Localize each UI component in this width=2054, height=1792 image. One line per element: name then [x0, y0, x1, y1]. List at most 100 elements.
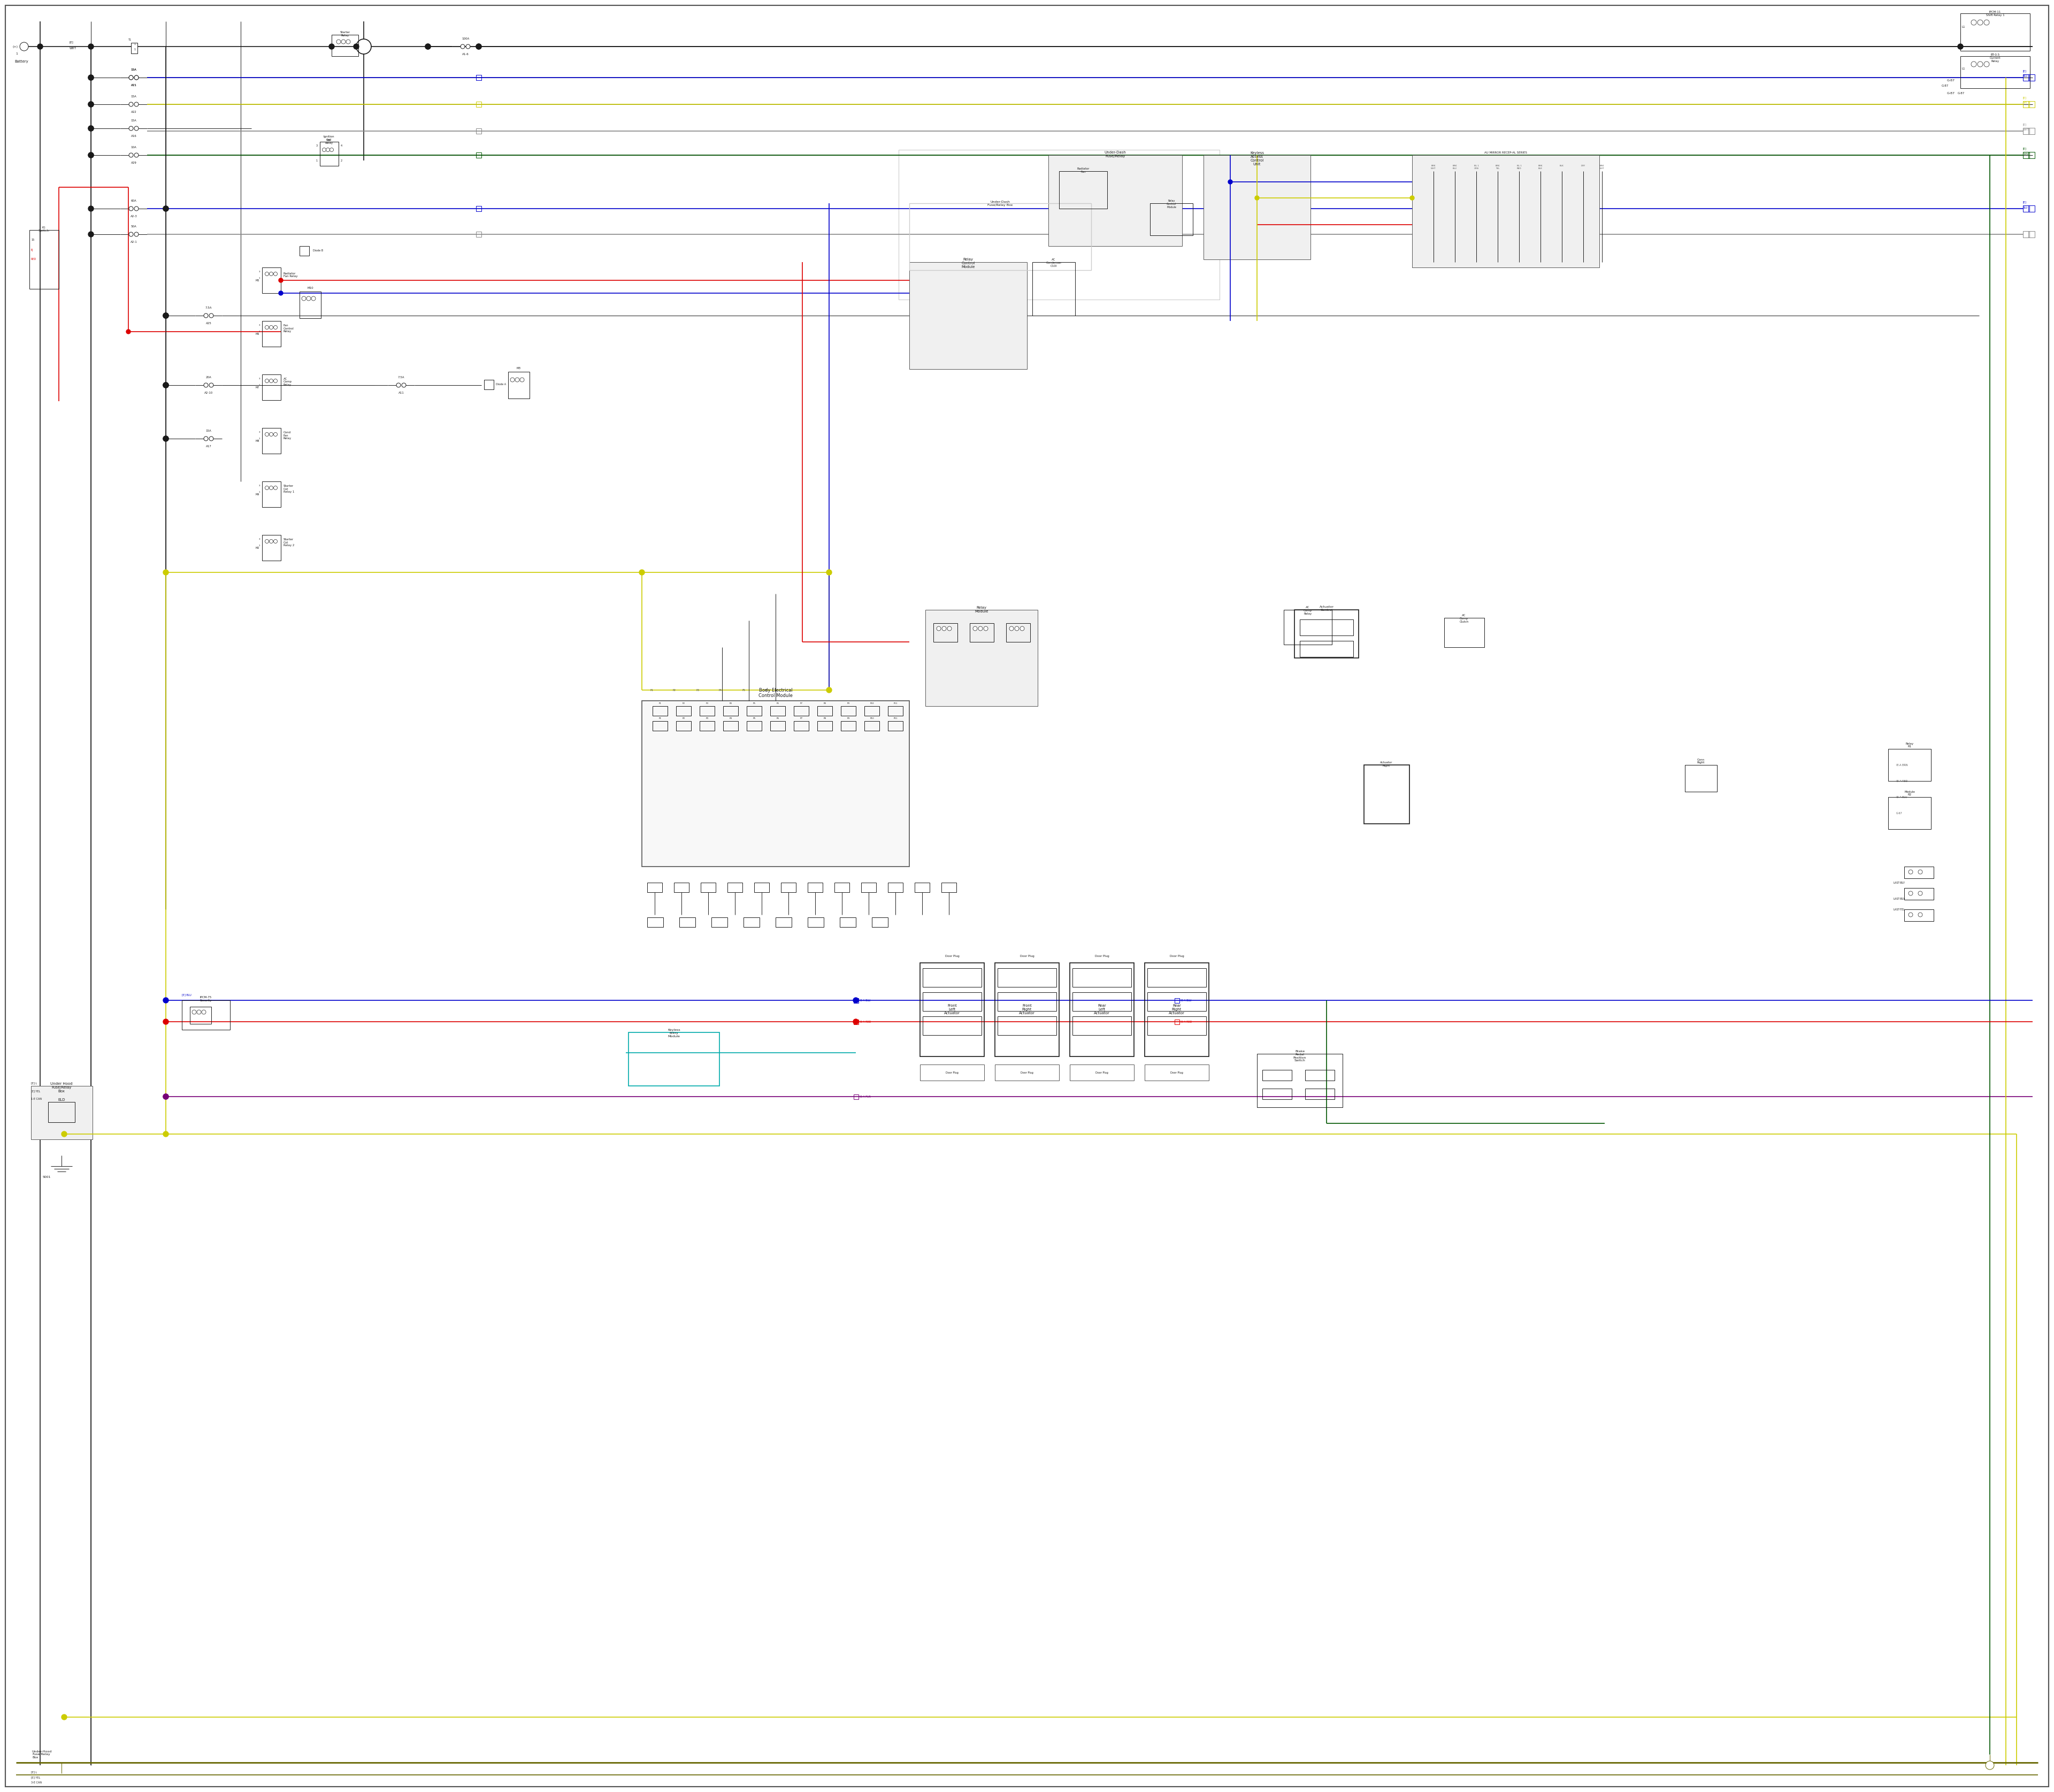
Text: [E]: [E]: [2023, 201, 2027, 204]
Bar: [914, 883, 930, 892]
Bar: [1364, 765, 1409, 824]
Text: IE-A PUR: IE-A PUR: [859, 1095, 871, 1098]
Bar: [680, 918, 696, 926]
Circle shape: [273, 326, 277, 330]
Text: 50A: 50A: [131, 226, 138, 228]
Bar: [994, 1064, 1060, 1081]
Circle shape: [852, 998, 859, 1004]
Circle shape: [947, 627, 951, 631]
Text: BLU: BLU: [2023, 206, 2027, 210]
Circle shape: [269, 539, 273, 543]
Circle shape: [826, 570, 832, 575]
Bar: [748, 720, 762, 731]
Circle shape: [1908, 869, 1912, 874]
Text: 3-E CAN: 3-E CAN: [31, 1781, 41, 1785]
Circle shape: [129, 75, 134, 79]
Circle shape: [269, 272, 273, 276]
Bar: [2023, 206, 2029, 211]
Text: A2-3: A2-3: [129, 215, 138, 217]
Text: [E]: [E]: [2023, 70, 2027, 72]
Bar: [263, 321, 281, 346]
Text: BRK
YEL: BRK YEL: [1495, 165, 1499, 170]
Text: G-67: G-67: [1896, 812, 1902, 814]
Circle shape: [162, 998, 168, 1004]
Circle shape: [129, 206, 134, 211]
Bar: [477, 152, 481, 158]
Text: P3: P3: [707, 717, 709, 719]
Text: 15A: 15A: [131, 95, 138, 99]
Text: [E]: [E]: [2023, 97, 2027, 99]
Bar: [723, 720, 737, 731]
Circle shape: [129, 102, 134, 106]
Text: Under-Dash
Fuse/Relay Box: Under-Dash Fuse/Relay Box: [988, 201, 1013, 206]
Text: 7.5A: 7.5A: [398, 376, 405, 378]
Bar: [711, 918, 727, 926]
Circle shape: [1984, 20, 1988, 25]
Text: AC
Condenser
C10I: AC Condenser C10I: [1045, 258, 1062, 267]
Bar: [748, 706, 762, 715]
Text: P2: P2: [674, 688, 676, 692]
Circle shape: [1228, 179, 1232, 185]
Circle shape: [937, 627, 941, 631]
Text: BRK
BLU: BRK BLU: [1452, 165, 1456, 170]
Text: Brake
Pedal
Position
Switch: Brake Pedal Position Switch: [1294, 1050, 1306, 1063]
Circle shape: [1255, 195, 1259, 201]
Text: AC
Comp
Relay: AC Comp Relay: [1304, 606, 1313, 615]
Text: 20A: 20A: [205, 376, 212, 378]
Bar: [1263, 1088, 1292, 1098]
Bar: [485, 380, 493, 389]
Bar: [854, 998, 859, 1004]
Bar: [994, 962, 1060, 1057]
Circle shape: [1009, 627, 1013, 631]
Bar: [861, 883, 877, 892]
Text: Fan
Control
Relay: Fan Control Relay: [283, 324, 294, 333]
Text: EJ: EJ: [31, 249, 33, 251]
Bar: [263, 482, 281, 507]
Text: A21: A21: [131, 84, 138, 86]
Circle shape: [134, 206, 138, 211]
Circle shape: [1972, 20, 1976, 25]
Text: P10: P10: [869, 717, 873, 719]
Bar: [1175, 1020, 1179, 1025]
Circle shape: [162, 1020, 168, 1025]
Circle shape: [134, 152, 138, 158]
Text: P1: P1: [659, 717, 661, 719]
Circle shape: [978, 627, 982, 631]
Text: G-87: G-87: [1957, 91, 1966, 95]
Text: Keyless
Access
Control
Unit: Keyless Access Control Unit: [1251, 151, 1263, 167]
Bar: [1257, 1054, 1343, 1107]
Text: T1: T1: [127, 39, 131, 41]
Bar: [31, 1086, 92, 1140]
Text: Battery: Battery: [14, 59, 29, 63]
Circle shape: [162, 1093, 168, 1098]
Text: IPCM-11
Shift Relay 1: IPCM-11 Shift Relay 1: [1986, 11, 2005, 16]
Text: Front
Left
Actuator: Front Left Actuator: [945, 1004, 959, 1014]
Bar: [1072, 1016, 1132, 1036]
Text: Keyless
Entry
Module: Keyless Entry Module: [668, 1029, 680, 1038]
Text: IPCM-75
Security: IPCM-75 Security: [199, 996, 212, 1002]
Circle shape: [327, 149, 331, 152]
Bar: [840, 706, 857, 715]
Text: Door Plug: Door Plug: [945, 1072, 959, 1073]
Bar: [507, 371, 530, 398]
Text: F7: F7: [799, 702, 803, 704]
Bar: [1960, 13, 2029, 50]
Circle shape: [265, 432, 269, 435]
Circle shape: [37, 43, 43, 48]
Circle shape: [88, 75, 94, 81]
Text: Rear
Left
Actuator: Rear Left Actuator: [1095, 1004, 1109, 1014]
Bar: [1960, 56, 2029, 88]
Text: Relay
Control
Module: Relay Control Module: [1167, 199, 1177, 208]
Bar: [922, 968, 982, 987]
Bar: [807, 883, 824, 892]
Text: Door Plug: Door Plug: [945, 955, 959, 957]
Text: WHT: WHT: [70, 47, 76, 50]
Bar: [926, 609, 1037, 706]
Text: M3: M3: [518, 367, 522, 369]
Bar: [331, 34, 357, 56]
Circle shape: [337, 39, 341, 43]
Bar: [2027, 127, 2036, 134]
Bar: [1150, 202, 1193, 235]
Bar: [793, 720, 809, 731]
Bar: [320, 142, 339, 167]
